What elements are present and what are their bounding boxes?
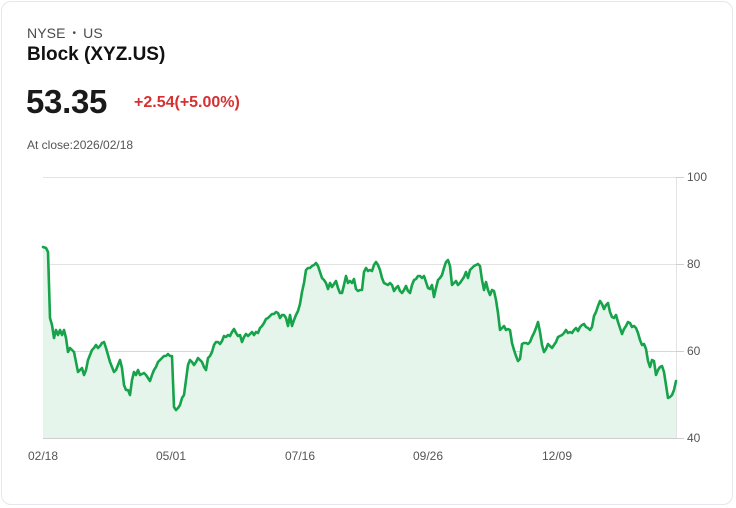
stock-title: Block (XYZ.US) <box>27 44 166 65</box>
price-line <box>41 245 678 412</box>
x-tick-4: 09/26 <box>413 449 443 463</box>
current-price: 53.35 <box>26 83 108 120</box>
y-tick-40: 40 <box>687 431 701 445</box>
region-name: US <box>83 25 103 41</box>
price-area-fill <box>43 247 676 438</box>
close-date: At close:2026/02/18 <box>27 138 134 152</box>
x-tick-5: 12/09 <box>542 449 572 463</box>
x-tick-3: 07/16 <box>285 449 315 463</box>
exchange-name: NYSE <box>27 25 66 41</box>
y-tick-60: 60 <box>687 344 701 358</box>
exchange-line: NYSE • US <box>27 25 103 41</box>
y-tick-100: 100 <box>687 170 707 184</box>
separator-dot: • <box>72 28 77 39</box>
y-tick-80: 80 <box>687 257 701 271</box>
price-change: +2.54(+5.00%) <box>134 94 240 111</box>
x-tick-1: 02/18 <box>28 449 58 463</box>
x-axis: 02/18 05/01 07/16 09/26 12/09 <box>28 449 572 463</box>
y-axis: 100 80 60 40 <box>687 170 707 445</box>
x-tick-2: 05/01 <box>156 449 186 463</box>
